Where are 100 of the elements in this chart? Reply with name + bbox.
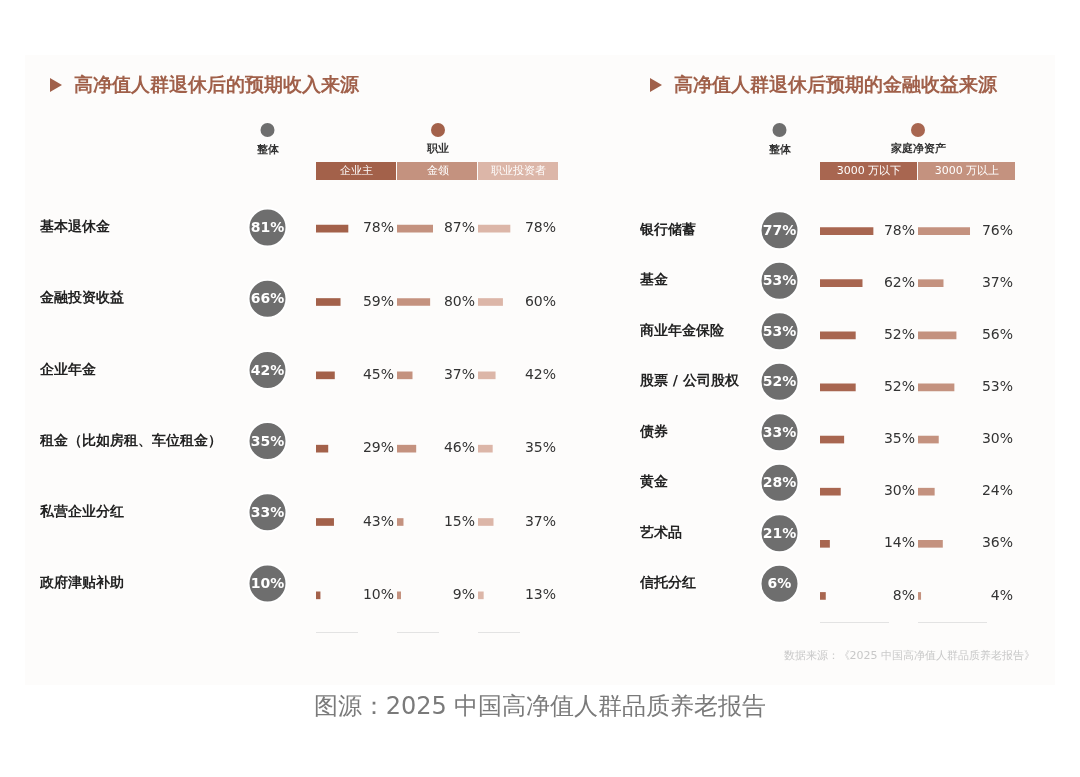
data-label: 10% <box>362 585 394 602</box>
data-label: 45% <box>362 365 394 382</box>
data-label: 33% <box>250 503 285 520</box>
data-label: 29% <box>362 439 394 456</box>
category-label: 基金 <box>639 271 669 288</box>
bar <box>918 383 955 392</box>
data-label: 78% <box>883 221 915 238</box>
data-label: 8% <box>892 586 915 603</box>
data-label: 52% <box>883 378 915 395</box>
data-label: 46% <box>443 439 475 456</box>
data-label: 24% <box>981 482 1013 499</box>
data-label: 28% <box>762 474 797 491</box>
data-label: 52% <box>762 373 797 390</box>
bar <box>478 518 494 526</box>
data-label: 9% <box>452 585 475 602</box>
data-label: 53% <box>762 272 797 289</box>
bar <box>397 298 431 306</box>
data-label: 53% <box>981 378 1013 395</box>
data-label: 30% <box>883 482 915 499</box>
bar <box>397 224 433 233</box>
data-label: 10% <box>250 575 285 592</box>
bar <box>918 227 971 235</box>
data-label: 78% <box>362 219 394 236</box>
data-label: 77% <box>762 221 797 238</box>
data-label: 4% <box>990 586 1013 603</box>
legend-label: 整体 <box>767 142 792 156</box>
data-label: 42% <box>250 361 285 378</box>
bar <box>478 591 484 600</box>
bar <box>918 435 939 444</box>
bar <box>397 518 404 526</box>
data-label: 35% <box>250 432 285 449</box>
legend-title: 职业 <box>425 141 450 156</box>
category-label: 艺术品 <box>639 523 682 540</box>
category-label: 债券 <box>639 422 668 439</box>
category-label: 金融投资收益 <box>39 289 124 306</box>
bar <box>316 518 334 526</box>
data-label: 80% <box>443 292 475 309</box>
data-label: 21% <box>762 524 797 541</box>
text: 图源：2025 中国高净值人群品质养老报告 <box>312 691 768 722</box>
bar <box>478 444 493 453</box>
text: 企业主 <box>340 164 373 178</box>
bar <box>478 371 496 380</box>
data-label: 35% <box>883 430 915 447</box>
bar <box>820 279 863 288</box>
bar <box>820 592 826 600</box>
data-label: 52% <box>883 325 915 342</box>
data-label: 81% <box>250 219 285 236</box>
data-label: 30% <box>981 430 1013 447</box>
category-label: 信托分红 <box>639 574 696 591</box>
bar <box>820 487 841 496</box>
data-label: 56% <box>981 325 1013 342</box>
bar <box>918 592 922 600</box>
text: 高净值人群退休后的预期收入来源 <box>74 73 359 95</box>
data-label: 59% <box>362 292 394 309</box>
bar <box>918 331 957 340</box>
data-label: 60% <box>524 292 556 309</box>
bar <box>820 435 845 444</box>
bar <box>316 224 349 233</box>
data-label: 37% <box>443 365 475 382</box>
bar <box>918 539 943 548</box>
data-label: 87% <box>443 219 475 236</box>
bar <box>397 444 417 453</box>
bar <box>397 371 413 380</box>
data-label: 37% <box>981 273 1013 290</box>
bar <box>316 371 335 380</box>
text: 职业投资者 <box>491 164 546 178</box>
data-label: 33% <box>762 423 797 440</box>
bar <box>820 331 856 340</box>
data-label: 62% <box>883 273 915 290</box>
bar <box>820 383 856 392</box>
category-label: 黄金 <box>639 473 669 490</box>
bar <box>478 298 503 306</box>
bar <box>820 539 830 548</box>
bar <box>820 227 874 235</box>
data-label: 53% <box>762 322 797 339</box>
data-label: 35% <box>524 439 556 456</box>
bar <box>918 279 944 288</box>
bar <box>478 224 511 233</box>
data-label: 76% <box>981 221 1013 238</box>
category-label: 政府津贴补助 <box>39 574 124 591</box>
bar <box>918 487 935 496</box>
data-label: 43% <box>362 512 394 529</box>
category-label: 企业年金 <box>39 360 97 377</box>
text: 高净值人群退休后预期的金融收益来源 <box>674 73 997 95</box>
category-label: 私营企业分红 <box>39 502 124 519</box>
category-label: 商业年金保险 <box>639 321 725 338</box>
bar <box>316 298 341 306</box>
bar <box>397 591 402 600</box>
data-label: 14% <box>883 534 915 551</box>
legend-label: 整体 <box>255 142 280 156</box>
data-label: 37% <box>524 512 556 529</box>
category-label: 基本退休金 <box>39 218 111 235</box>
category-label: 银行储蓄 <box>639 220 696 237</box>
data-label: 36% <box>981 534 1013 551</box>
text: 3000 万以上 <box>934 164 1000 178</box>
category-label: 租金（比如房租、车位租金） <box>39 431 222 448</box>
text: 金领 <box>426 164 449 178</box>
data-label: 66% <box>250 290 285 307</box>
data-label: 15% <box>443 512 475 529</box>
data-label: 78% <box>524 219 556 236</box>
